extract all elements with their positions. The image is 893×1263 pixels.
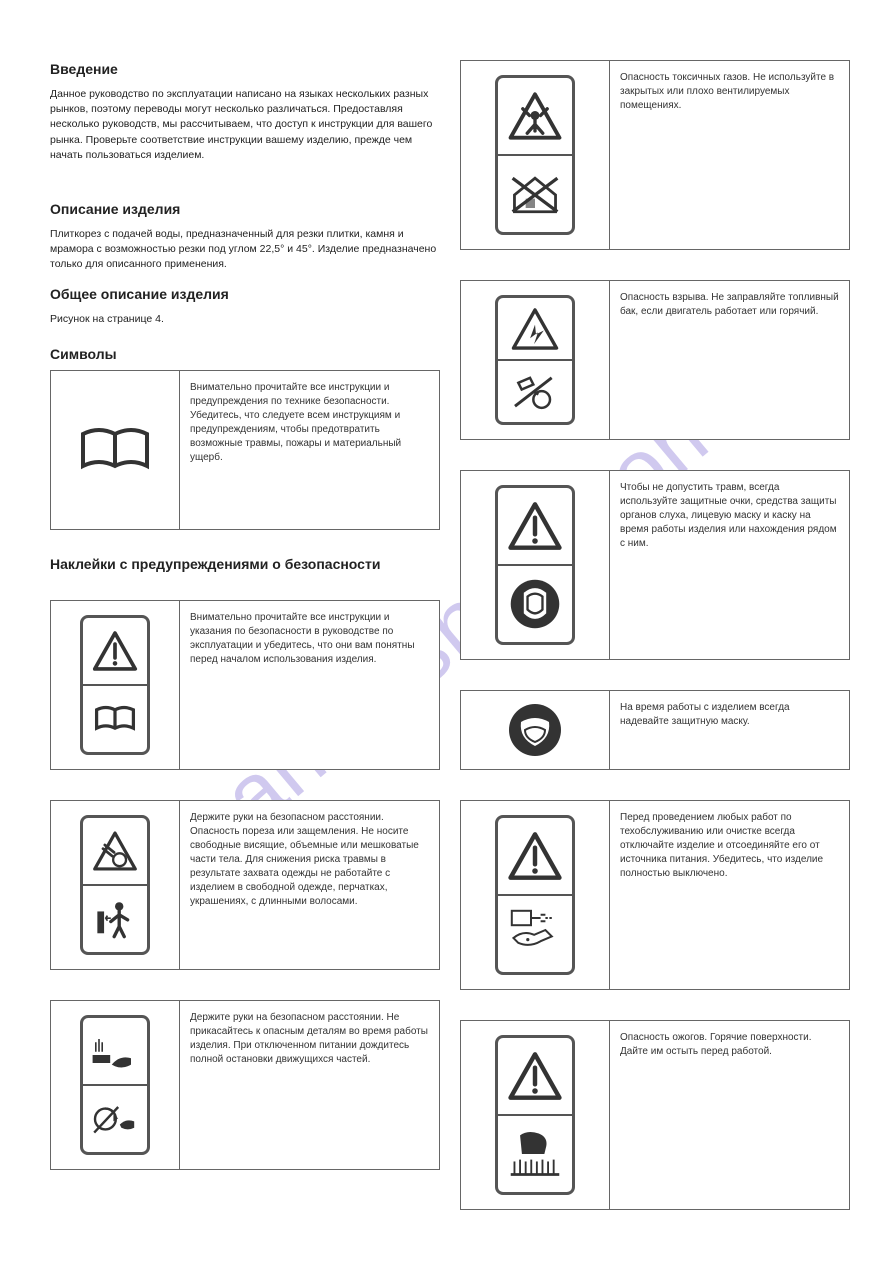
- ppe-text: Чтобы не допустить травм, всегда использ…: [620, 481, 839, 551]
- left-column: Введение Данное руководство по эксплуата…: [50, 0, 440, 1263]
- warning-triangle-icon: [507, 501, 563, 551]
- no-refuel-icon: [510, 370, 560, 414]
- decal-cell-hands-icon: [50, 1000, 180, 1170]
- hand-blade-icon: [91, 1031, 139, 1071]
- symbol-cell-manual-icon: [50, 370, 180, 530]
- page: manualshive.com Введение Данное руководс…: [0, 0, 893, 1263]
- intro-body: Данное руководство по эксплуатации напис…: [50, 87, 440, 163]
- decal-cell-hot-text: Опасность ожогов. Горячие поверхности. Д…: [609, 1020, 850, 1210]
- hot-surface-hand-icon: [507, 1126, 563, 1182]
- decals-heading: Наклейки с предупреждениями о безопаснос…: [50, 555, 440, 574]
- decal-cell-read-text: Внимательно прочитайте все инструкции и …: [179, 600, 440, 770]
- decal-cell-mask-text: На время работы с изделием всегда надева…: [609, 690, 850, 770]
- mask-text: На время работы с изделием всегда надева…: [620, 701, 839, 729]
- overview-body: Рисунок на странице 4.: [50, 312, 440, 327]
- right-column: Опасность токсичных газов. Не используйт…: [460, 0, 850, 1263]
- decal-cell-danger-icon: [50, 800, 180, 970]
- warning-triangle-icon: [507, 1051, 563, 1101]
- symbols-heading: Символы: [50, 345, 440, 364]
- intro-heading: Введение: [50, 60, 440, 79]
- decal-cell-ppe-icon: [460, 470, 610, 660]
- no-indoor-house-icon: [507, 169, 563, 219]
- hot-text: Опасность ожогов. Горячие поверхности. Д…: [620, 1031, 839, 1059]
- decal-cell-danger-text: Держите руки на безопасном расстоянии. О…: [179, 800, 440, 970]
- cutting-hazard-icon: [92, 830, 138, 872]
- no-rotation-hand-icon: [91, 1099, 139, 1139]
- decal-cell-hands-text: Держите руки на безопасном расстоянии. Н…: [179, 1000, 440, 1170]
- manual-text: Внимательно прочитайте все инструкции и …: [190, 381, 429, 465]
- unplug-service-icon: [507, 906, 563, 962]
- warning-triangle-icon: [92, 630, 138, 672]
- warning-triangle-icon: [507, 831, 563, 881]
- overview-heading: Общее описание изделия: [50, 285, 440, 304]
- description-body: Плиткорез с подачей воды, предназначенны…: [50, 227, 440, 273]
- hands-text: Держите руки на безопасном расстоянии. Н…: [190, 1011, 429, 1067]
- person-keep-away-icon: [92, 898, 138, 940]
- fuel-text: Опасность взрыва. Не заправляйте топливн…: [620, 291, 839, 319]
- decal-cell-ppe-text: Чтобы не допустить травм, всегда использ…: [609, 470, 850, 660]
- decal-cell-unplug-text: Перед проведением любых работ по техобсл…: [609, 800, 850, 990]
- danger-text: Держите руки на безопасном расстоянии. О…: [190, 811, 429, 909]
- decal-cell-fuel-text: Опасность взрыва. Не заправляйте топливн…: [609, 280, 850, 440]
- read-text: Внимательно прочитайте все инструкции и …: [190, 611, 429, 667]
- decal-cell-mask-icon: [460, 690, 610, 770]
- decal-cell-read-icon: [50, 600, 180, 770]
- explosion-triangle-icon: [510, 307, 560, 351]
- open-book-icon: [75, 420, 155, 480]
- symbol-cell-manual-text: Внимательно прочитайте все инструкции и …: [179, 370, 440, 530]
- decal-cell-hot-icon: [460, 1020, 610, 1210]
- toxic-triangle-icon: [507, 91, 563, 141]
- dust-mask-icon: [505, 700, 565, 760]
- unplug-text: Перед проведением любых работ по техобсл…: [620, 811, 839, 881]
- decal-cell-fuel-icon: [460, 280, 610, 440]
- face-shield-icon: [507, 576, 563, 632]
- decal-cell-indoor-icon: [460, 60, 610, 250]
- indoor-text: Опасность токсичных газов. Не используйт…: [620, 71, 839, 113]
- decal-cell-unplug-icon: [460, 800, 610, 990]
- open-book-icon: [92, 702, 138, 736]
- decal-cell-indoor-text: Опасность токсичных газов. Не используйт…: [609, 60, 850, 250]
- description-heading: Описание изделия: [50, 200, 440, 219]
